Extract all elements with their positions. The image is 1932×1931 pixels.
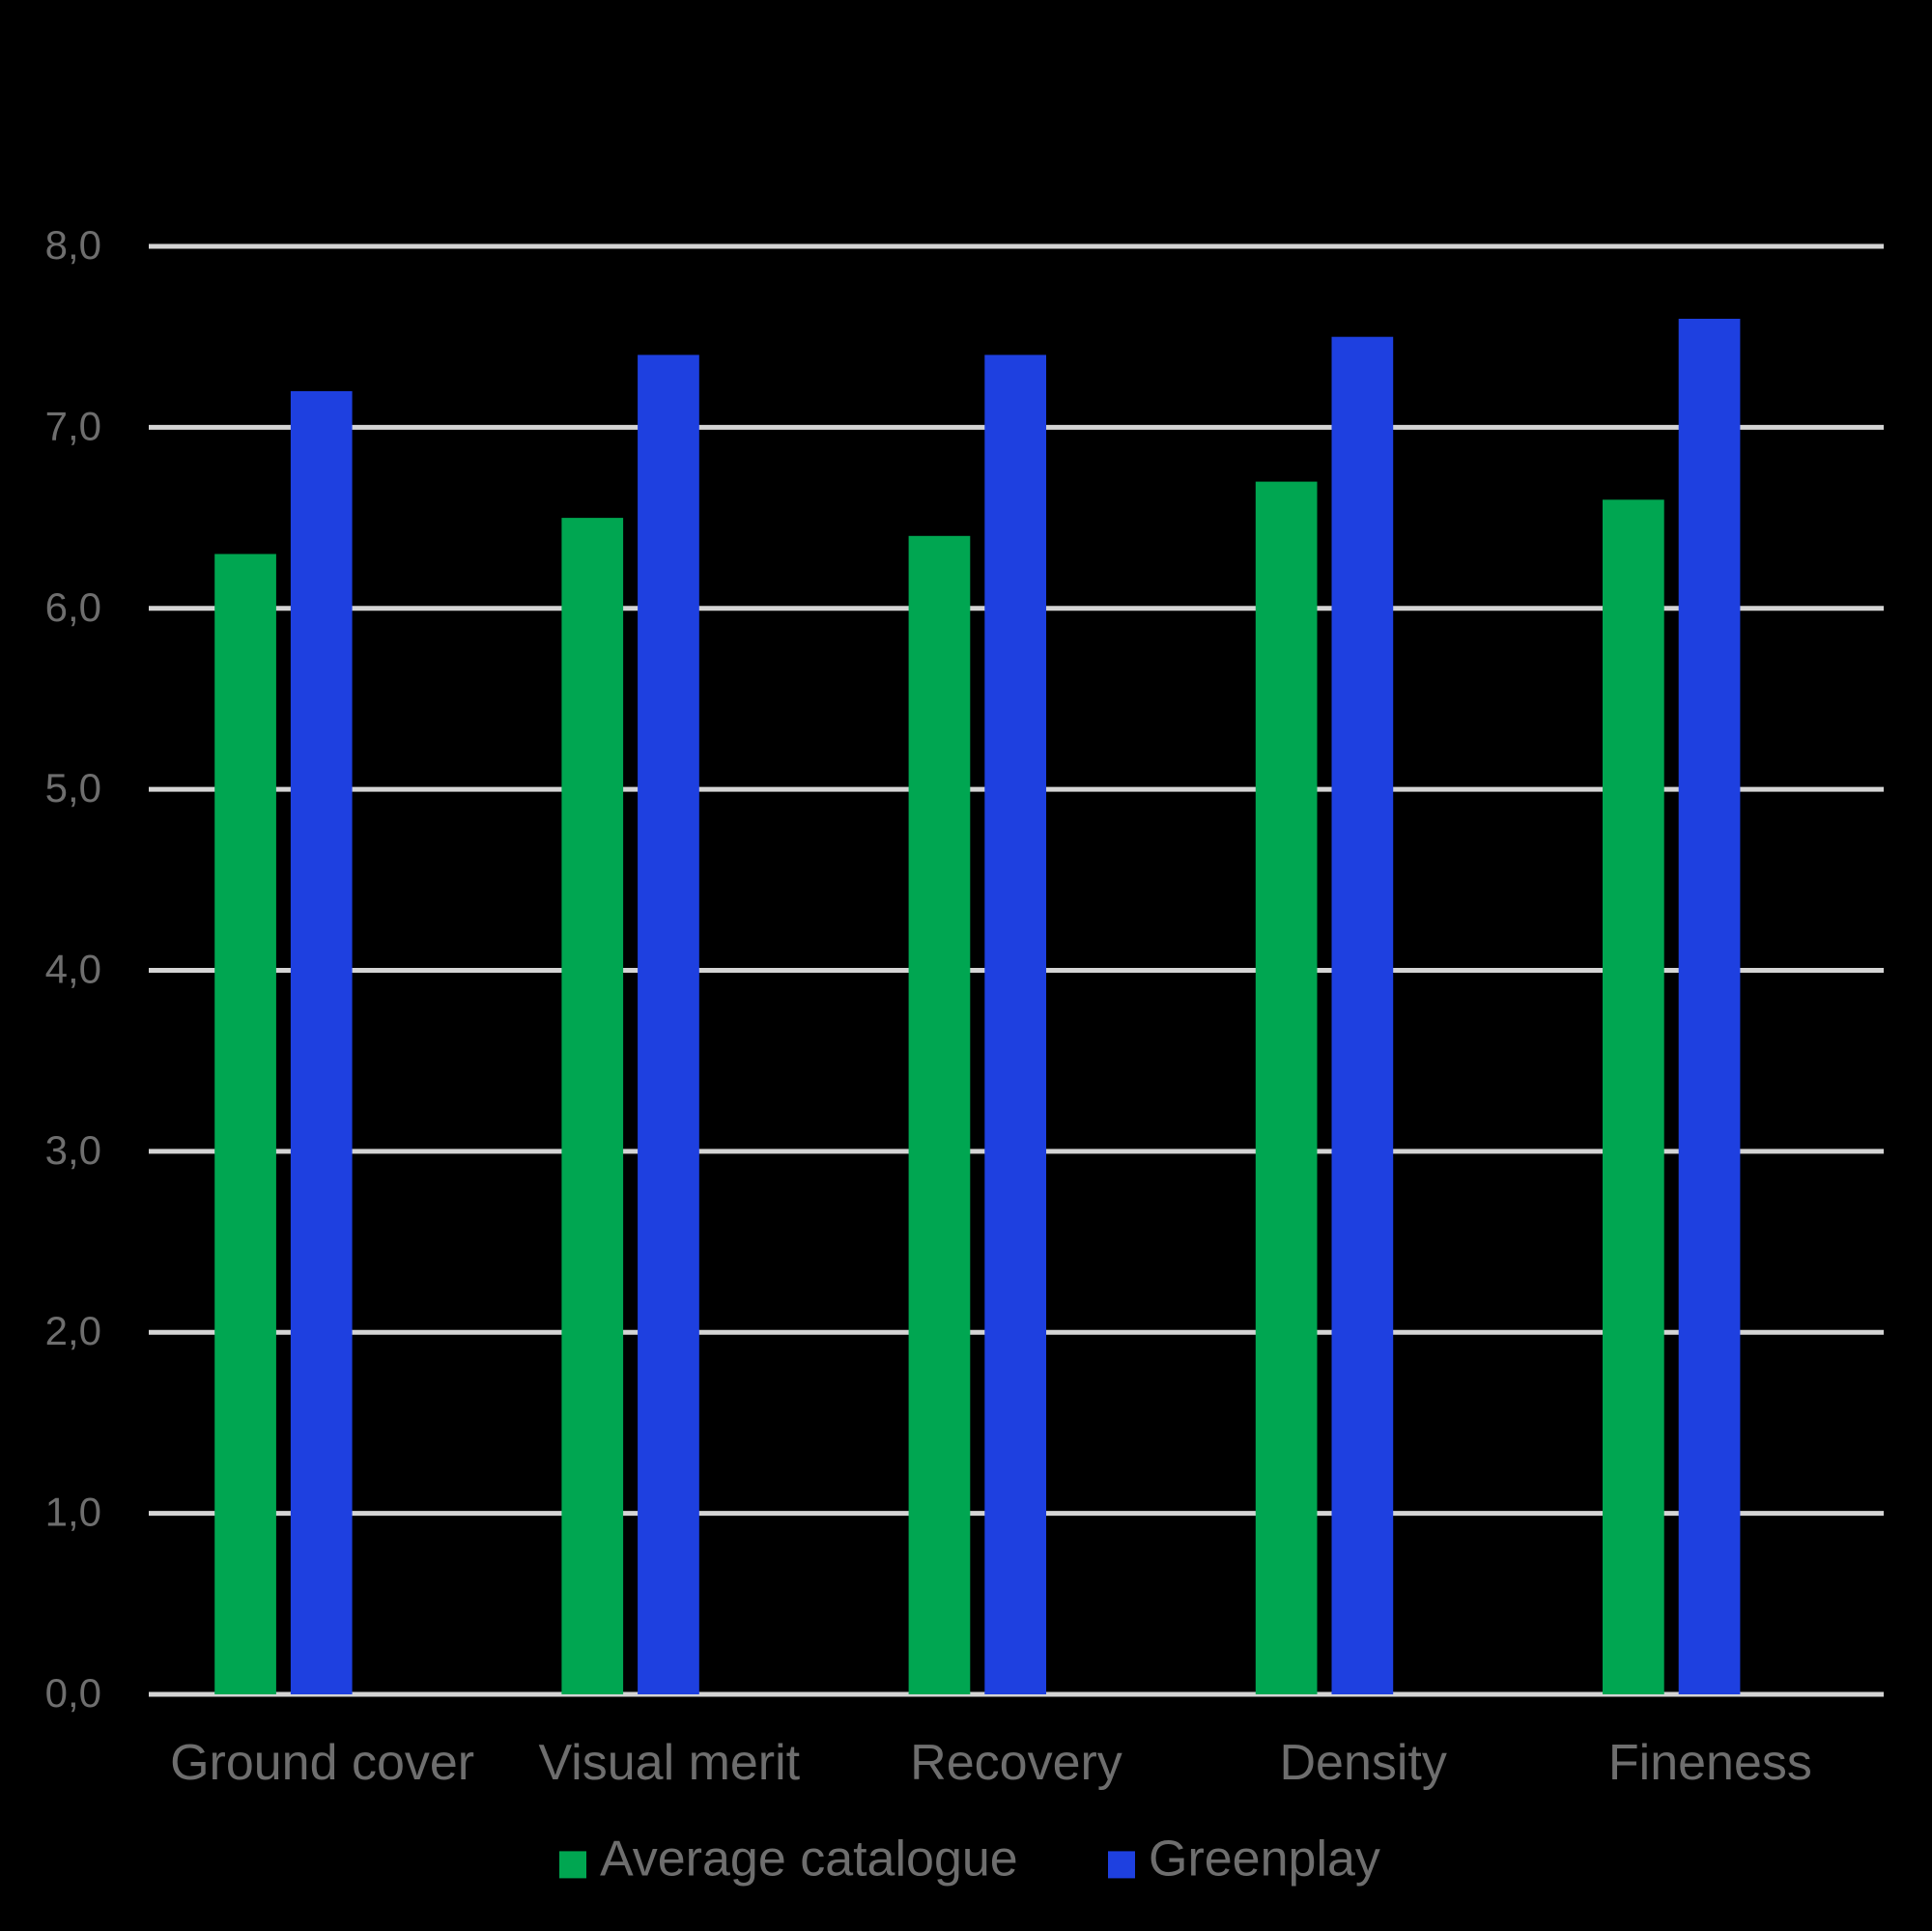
svg-text:Fineness: Fineness xyxy=(1608,1735,1812,1791)
svg-text:Ground cover: Ground cover xyxy=(170,1735,474,1791)
svg-text:5,0: 5,0 xyxy=(45,765,101,810)
svg-text:Greenplay: Greenplay xyxy=(1149,1831,1380,1887)
svg-text:Average catalogue: Average catalogue xyxy=(600,1831,1018,1887)
svg-text:2,0: 2,0 xyxy=(45,1308,101,1353)
svg-text:4,0: 4,0 xyxy=(45,947,101,992)
svg-text:8,0: 8,0 xyxy=(45,222,101,268)
svg-text:3,0: 3,0 xyxy=(45,1127,101,1173)
svg-text:Visual merit: Visual merit xyxy=(538,1735,800,1791)
svg-text:7,0: 7,0 xyxy=(45,403,101,448)
svg-text:0,0: 0,0 xyxy=(45,1670,101,1716)
svg-text:Recovery: Recovery xyxy=(910,1735,1122,1791)
svg-text:1,0: 1,0 xyxy=(45,1490,101,1535)
svg-text:6,0: 6,0 xyxy=(45,584,101,630)
svg-text:Density: Density xyxy=(1279,1735,1446,1791)
